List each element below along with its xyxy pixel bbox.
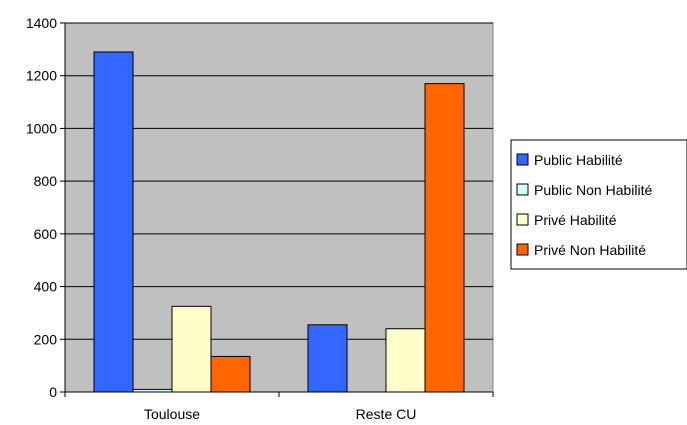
bar bbox=[171, 305, 212, 393]
legend-label: Public Habilité bbox=[534, 152, 623, 168]
x-axis-ticks: Toulouse Reste CU bbox=[64, 392, 494, 422]
y-tick-label: 200 bbox=[34, 331, 58, 347]
bar bbox=[385, 328, 426, 393]
y-tick-label: 800 bbox=[34, 173, 58, 189]
legend-swatch bbox=[516, 153, 529, 166]
y-tick-label: 1400 bbox=[26, 15, 57, 31]
legend-swatch bbox=[516, 183, 529, 196]
x-tick-label: Toulouse bbox=[144, 406, 200, 422]
y-tick-label: 0 bbox=[49, 384, 57, 400]
y-axis-ticks: 0 200 400 600 800 1000 1200 1400 bbox=[26, 15, 65, 400]
legend-label: Privé Non Habilité bbox=[534, 242, 646, 258]
y-tick-label: 1200 bbox=[26, 68, 57, 84]
bar bbox=[210, 355, 251, 393]
bar bbox=[93, 51, 134, 393]
legend-label: Privé Habilité bbox=[534, 212, 617, 228]
legend: Public Habilité Public Non Habilité Privé … bbox=[510, 139, 687, 270]
x-tick-label: Reste CU bbox=[356, 406, 417, 422]
y-tick-label: 1000 bbox=[26, 120, 57, 136]
legend-swatch bbox=[516, 213, 529, 226]
y-tick-label: 400 bbox=[34, 279, 58, 295]
y-tick-label: 600 bbox=[34, 226, 58, 242]
legend-label: Public Non Habilité bbox=[534, 182, 652, 198]
legend-swatch bbox=[516, 243, 529, 256]
bar bbox=[424, 83, 465, 393]
legend-box bbox=[510, 139, 687, 270]
bar bbox=[307, 324, 348, 393]
